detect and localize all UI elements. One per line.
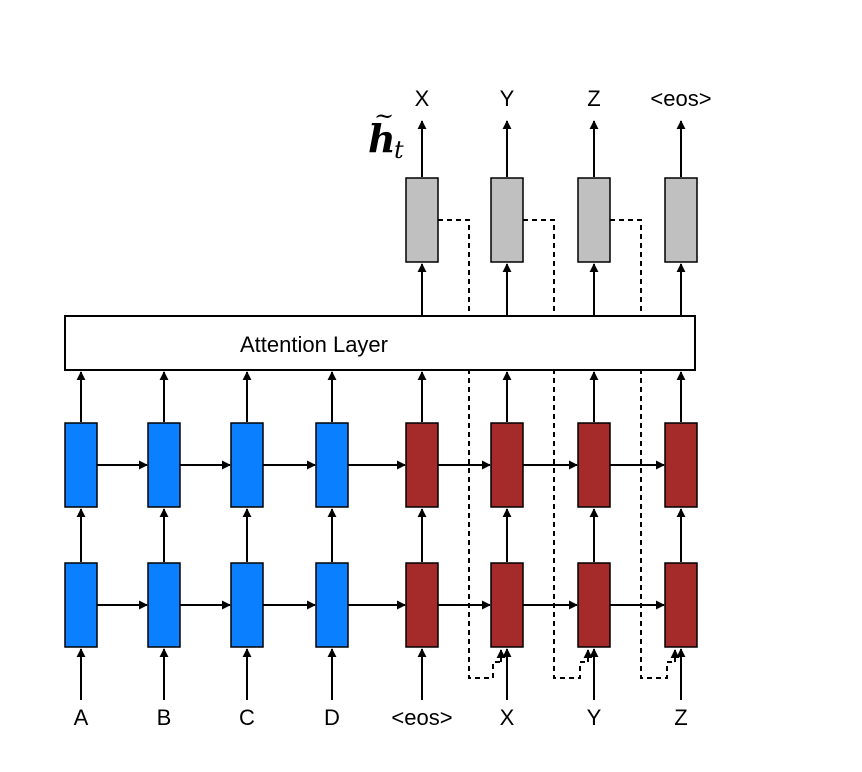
lstm-blocks: [64, 177, 698, 648]
input-token-label: C: [239, 705, 255, 730]
decoder-lstm-bottom-1: [405, 562, 439, 648]
input-feeding-line-3: [610, 219, 675, 679]
decoder-lstm-bottom-3: [577, 562, 611, 648]
input-token-label: D: [324, 705, 340, 730]
feed-input-connections: [438, 219, 680, 679]
decoder-lstm-top-1: [405, 422, 439, 508]
token-labels: A B C D <eos> X Y Z X Y Z <eos>: [74, 86, 712, 730]
encoder-lstm-bottom-1: [64, 562, 98, 648]
decoder-lstm-bottom-4: [664, 562, 698, 648]
attentional-state-1: [405, 177, 439, 263]
attentional-state-3: [577, 177, 611, 263]
encoder-lstm-top-1: [64, 422, 98, 508]
attention-layer-box: [64, 315, 696, 371]
input-token-label: B: [157, 705, 172, 730]
decoder-lstm-top-4: [664, 422, 698, 508]
input-token-label: Y: [587, 705, 602, 730]
encoder-lstm-top-2: [147, 422, 181, 508]
decoder-lstm-top-3: [577, 422, 611, 508]
output-token-label: X: [415, 86, 430, 111]
input-token-label: <eos>: [391, 705, 452, 730]
encoder-lstm-top-3: [230, 422, 264, 508]
attention-layer-label: Attention Layer: [240, 332, 388, 357]
hidden-state-subscript: t: [394, 136, 404, 164]
attentional-state-4: [664, 177, 698, 263]
encoder-lstm-bottom-2: [147, 562, 181, 648]
decoder-lstm-bottom-2: [490, 562, 524, 648]
connectors: [76, 120, 686, 700]
decoder-lstm-top-2: [490, 422, 524, 508]
encoder-lstm-bottom-3: [230, 562, 264, 648]
input-token-label: A: [74, 705, 89, 730]
output-token-label: Z: [587, 86, 600, 111]
encoder-lstm-top-4: [315, 422, 349, 508]
attentional-state-2: [490, 177, 524, 263]
encoder-lstm-bottom-4: [315, 562, 349, 648]
output-token-label: Y: [500, 86, 515, 111]
input-feeding-line-2: [523, 219, 588, 679]
output-token-label: <eos>: [650, 86, 711, 111]
input-token-label: X: [500, 705, 515, 730]
input-token-label: Z: [674, 705, 687, 730]
hidden-state-tilde: ~: [374, 102, 394, 130]
hidden-state-symbol: h: [368, 116, 396, 161]
hidden-state-label: h t ~: [368, 102, 404, 164]
